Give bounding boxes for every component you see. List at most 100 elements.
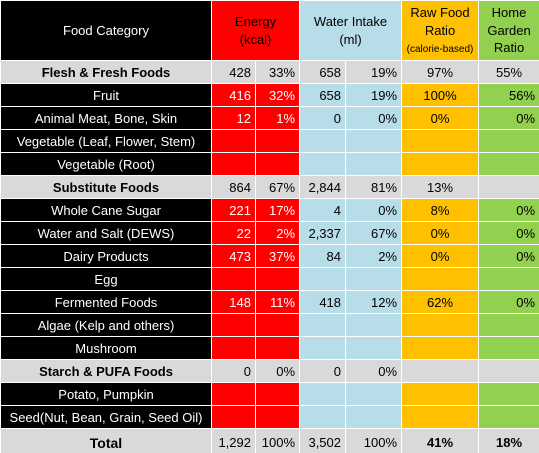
header-water-unit: (ml) — [339, 31, 362, 47]
energy-percent — [254, 336, 301, 360]
energy-value — [211, 152, 256, 176]
home-garden-ratio — [478, 152, 539, 176]
energy-value: 22 — [211, 221, 256, 245]
energy-value — [211, 405, 256, 429]
section-row-substitute: Substitute Foods 864 67% 2,844 81% 13% — [0, 175, 539, 199]
energy-value — [211, 336, 256, 360]
water-value: 84 — [299, 244, 347, 268]
home-garden-ratio — [478, 129, 539, 153]
energy-percent — [254, 129, 301, 153]
section-row-flesh-fresh: Flesh & Fresh Foods 428 33% 658 19% 97% … — [0, 60, 539, 84]
header-row: Food Category Energy (kcal) Water Intake… — [0, 0, 539, 61]
header-raw-line3: (calorie-based) — [406, 44, 474, 56]
water-percent — [345, 313, 403, 337]
water-percent: 19% — [345, 60, 403, 84]
energy-value: 221 — [211, 198, 256, 222]
header-energy-unit: (kcal) — [239, 31, 272, 47]
water-value — [299, 382, 347, 406]
raw-food-ratio — [401, 152, 480, 176]
water-value — [299, 267, 347, 291]
energy-value: 0 — [211, 359, 256, 383]
energy-percent: 1% — [254, 106, 301, 130]
energy-value: 428 — [211, 60, 256, 84]
home-garden-ratio — [478, 405, 539, 429]
item-row-fruit: Fruit 416 32% 658 19% 100% 56% — [0, 83, 539, 107]
water-percent: 19% — [345, 83, 403, 107]
row-label: Algae (Kelp and others) — [0, 313, 212, 337]
water-value: 2,844 — [299, 175, 347, 199]
home-garden-ratio: 0% — [478, 244, 539, 268]
raw-food-ratio: 62% — [401, 290, 480, 314]
home-garden-ratio — [478, 382, 539, 406]
water-percent — [345, 267, 403, 291]
energy-percent: 2% — [254, 221, 301, 245]
header-raw-line2: Ratio — [424, 22, 456, 38]
energy-percent: 33% — [254, 60, 301, 84]
home-garden-ratio: 0% — [478, 106, 539, 130]
water-percent — [345, 336, 403, 360]
water-percent: 0% — [345, 198, 403, 222]
raw-food-ratio: 0% — [401, 244, 480, 268]
raw-food-ratio — [401, 267, 480, 291]
water-value — [299, 336, 347, 360]
raw-food-ratio — [401, 313, 480, 337]
header-home-garden-ratio: Home Garden Ratio — [478, 0, 539, 61]
water-percent: 0% — [345, 106, 403, 130]
home-garden-ratio: 0% — [478, 198, 539, 222]
item-row-potato-pumpkin: Potato, Pumpkin — [0, 382, 539, 406]
water-percent: 81% — [345, 175, 403, 199]
home-garden-ratio — [478, 336, 539, 360]
header-home-line2: Garden — [487, 22, 531, 38]
raw-food-ratio: 13% — [401, 175, 480, 199]
raw-food-ratio: 0% — [401, 106, 480, 130]
water-value: 4 — [299, 198, 347, 222]
header-food-category: Food Category — [0, 0, 212, 61]
item-row-algae: Algae (Kelp and others) — [0, 313, 539, 337]
header-energy: Energy (kcal) — [210, 0, 301, 61]
header-water-title: Water Intake — [313, 13, 388, 29]
row-label: Seed(Nut, Bean, Grain, Seed Oil) — [0, 405, 212, 429]
row-label: Starch & PUFA Foods — [0, 359, 212, 383]
raw-food-ratio — [401, 336, 480, 360]
energy-value — [211, 129, 256, 153]
total-row: Total 1,292 100% 3,502 100% 41% 18% — [0, 428, 539, 453]
energy-value: 864 — [211, 175, 256, 199]
water-value: 658 — [299, 83, 347, 107]
energy-value — [211, 382, 256, 406]
water-value: 2,337 — [299, 221, 347, 245]
item-row-seed: Seed(Nut, Bean, Grain, Seed Oil) — [0, 405, 539, 429]
row-label: Flesh & Fresh Foods — [0, 60, 212, 84]
raw-food-ratio: 97% — [401, 60, 480, 84]
header-home-line3: Ratio — [493, 40, 525, 56]
raw-food-ratio — [401, 359, 480, 383]
energy-value — [211, 267, 256, 291]
total-raw-food-ratio: 41% — [401, 428, 480, 453]
water-value: 418 — [299, 290, 347, 314]
energy-value: 473 — [211, 244, 256, 268]
row-label: Egg — [0, 267, 212, 291]
water-value: 0 — [299, 359, 347, 383]
water-value — [299, 152, 347, 176]
row-label: Vegetable (Root) — [0, 152, 212, 176]
water-percent — [345, 152, 403, 176]
raw-food-ratio: 0% — [401, 221, 480, 245]
water-percent — [345, 382, 403, 406]
water-value — [299, 129, 347, 153]
row-label: Substitute Foods — [0, 175, 212, 199]
header-energy-title: Energy — [234, 13, 277, 29]
raw-food-ratio — [401, 382, 480, 406]
item-row-egg: Egg — [0, 267, 539, 291]
row-label: Mushroom — [0, 336, 212, 360]
raw-food-ratio: 8% — [401, 198, 480, 222]
header-raw-line1: Raw Food — [410, 5, 470, 21]
energy-percent: 37% — [254, 244, 301, 268]
total-water-value: 3,502 — [299, 428, 347, 453]
water-percent: 12% — [345, 290, 403, 314]
home-garden-ratio: 55% — [478, 60, 539, 84]
total-energy-percent: 100% — [254, 428, 301, 453]
energy-percent — [254, 405, 301, 429]
row-label: Dairy Products — [0, 244, 212, 268]
water-percent: 0% — [345, 359, 403, 383]
water-value: 0 — [299, 106, 347, 130]
